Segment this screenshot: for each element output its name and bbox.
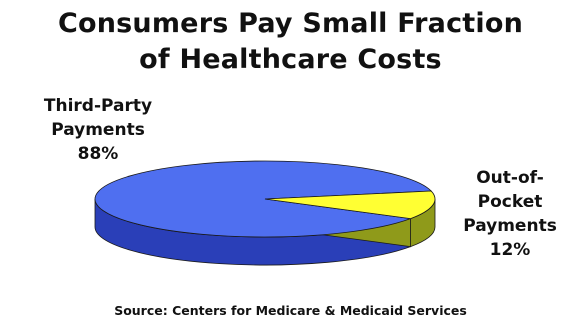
- slice-label-out-of-pocket-line-1: Out-of-: [476, 168, 544, 188]
- slice-label-third-party-line-2: Payments: [51, 120, 145, 140]
- slice-label-out-of-pocket-line-3: Payments: [463, 216, 557, 236]
- chart-title-line-1: Consumers Pay Small Fraction: [57, 8, 524, 39]
- source-note: Source: Centers for Medicare & Medicaid …: [114, 303, 467, 318]
- slice-label-out-of-pocket: Out-of- Pocket Payments 12%: [440, 166, 580, 262]
- slice-percent-third-party: 88%: [77, 144, 119, 164]
- slice-label-third-party: Third-Party Payments 88%: [28, 94, 168, 166]
- chart-title-line-2: of Healthcare Costs: [139, 44, 442, 75]
- slice-percent-out-of-pocket: 12%: [489, 240, 531, 260]
- slice-label-out-of-pocket-line-2: Pocket: [477, 192, 543, 212]
- slice-top-out-of-pocket: [264, 190, 436, 220]
- slice-label-third-party-line-1: Third-Party: [43, 96, 153, 116]
- chart-title: Consumers Pay Small Fraction of Healthca…: [0, 6, 581, 78]
- slice-top-third-party: [94, 160, 433, 238]
